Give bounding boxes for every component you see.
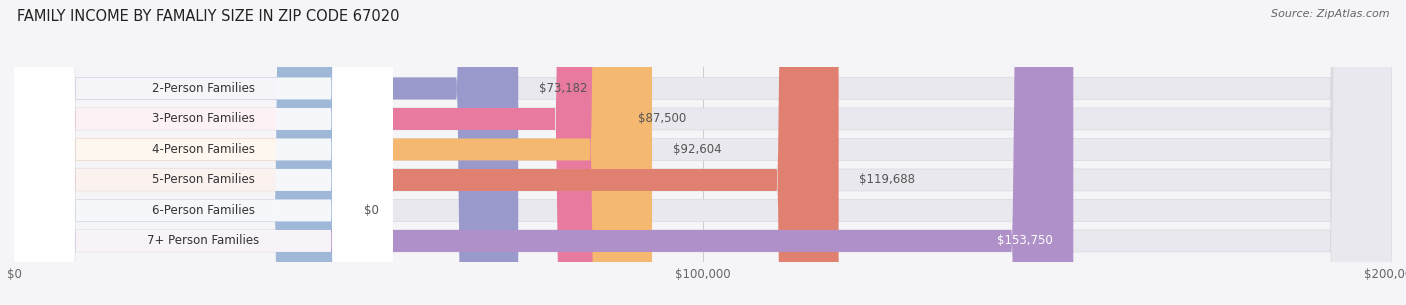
FancyBboxPatch shape bbox=[14, 0, 617, 305]
FancyBboxPatch shape bbox=[14, 0, 1392, 305]
Text: $119,688: $119,688 bbox=[859, 174, 915, 186]
FancyBboxPatch shape bbox=[14, 0, 1392, 305]
Text: $73,182: $73,182 bbox=[538, 82, 588, 95]
FancyBboxPatch shape bbox=[14, 0, 1392, 305]
Text: $153,750: $153,750 bbox=[997, 235, 1053, 247]
Text: 5-Person Families: 5-Person Families bbox=[152, 174, 254, 186]
FancyBboxPatch shape bbox=[14, 0, 1392, 305]
Text: FAMILY INCOME BY FAMALIY SIZE IN ZIP CODE 67020: FAMILY INCOME BY FAMALIY SIZE IN ZIP COD… bbox=[17, 9, 399, 24]
FancyBboxPatch shape bbox=[14, 0, 394, 305]
FancyBboxPatch shape bbox=[14, 0, 1392, 305]
Text: 4-Person Families: 4-Person Families bbox=[152, 143, 254, 156]
FancyBboxPatch shape bbox=[14, 0, 838, 305]
Text: Source: ZipAtlas.com: Source: ZipAtlas.com bbox=[1271, 9, 1389, 19]
Text: $92,604: $92,604 bbox=[672, 143, 721, 156]
Text: 2-Person Families: 2-Person Families bbox=[152, 82, 254, 95]
FancyBboxPatch shape bbox=[14, 0, 1392, 305]
Text: 7+ Person Families: 7+ Person Families bbox=[148, 235, 260, 247]
FancyBboxPatch shape bbox=[14, 0, 336, 305]
FancyBboxPatch shape bbox=[14, 0, 394, 305]
Text: $0: $0 bbox=[364, 204, 378, 217]
FancyBboxPatch shape bbox=[14, 0, 394, 305]
FancyBboxPatch shape bbox=[14, 0, 394, 305]
FancyBboxPatch shape bbox=[14, 0, 394, 305]
FancyBboxPatch shape bbox=[14, 0, 519, 305]
FancyBboxPatch shape bbox=[14, 0, 652, 305]
Text: 3-Person Families: 3-Person Families bbox=[152, 113, 254, 125]
FancyBboxPatch shape bbox=[14, 0, 1073, 305]
FancyBboxPatch shape bbox=[14, 0, 394, 305]
Text: $87,500: $87,500 bbox=[637, 113, 686, 125]
Text: 6-Person Families: 6-Person Families bbox=[152, 204, 254, 217]
